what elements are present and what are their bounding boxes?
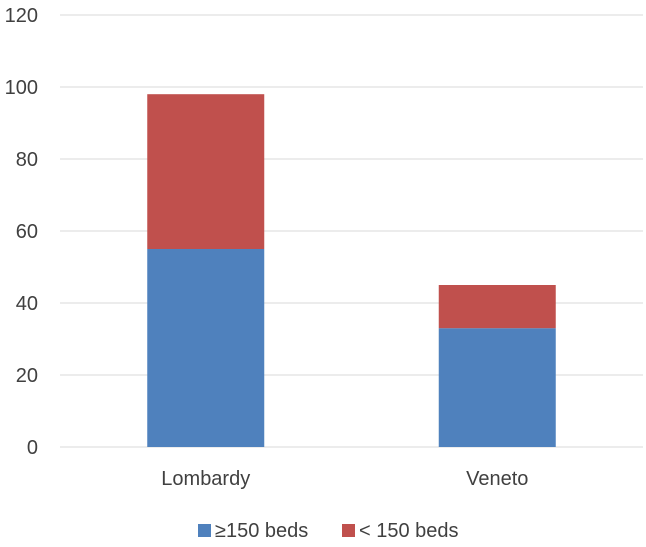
- y-tick-label: 20: [16, 365, 38, 387]
- bar-segment-veneto-series-1: [438, 285, 556, 329]
- legend: ≥150 beds < 150 beds: [198, 520, 459, 542]
- x-category-label: Lombardy: [161, 468, 250, 490]
- bar-segment-lombardy-series-0: [147, 249, 265, 447]
- legend-label: ≥150 beds: [215, 520, 308, 542]
- legend-swatch: [342, 524, 355, 537]
- bar-segment-veneto-series-0: [438, 328, 556, 447]
- legend-item: < 150 beds: [342, 520, 459, 542]
- y-tick-label: 80: [16, 149, 38, 171]
- y-tick-label: 120: [5, 5, 38, 27]
- y-axis-tick-labels: 0 20 40 60 80 100 120: [5, 5, 38, 459]
- y-tick-label: 100: [5, 77, 38, 99]
- x-axis-category-labels: Lombardy Veneto: [161, 468, 528, 490]
- legend-item: ≥150 beds: [198, 520, 308, 542]
- legend-label: < 150 beds: [359, 520, 459, 542]
- y-tick-label: 0: [27, 437, 38, 459]
- y-tick-label: 40: [16, 293, 38, 315]
- bars: [147, 94, 556, 447]
- legend-swatch: [198, 524, 211, 537]
- y-tick-label: 60: [16, 221, 38, 243]
- x-category-label: Veneto: [466, 468, 528, 490]
- bar-segment-lombardy-series-1: [147, 94, 265, 249]
